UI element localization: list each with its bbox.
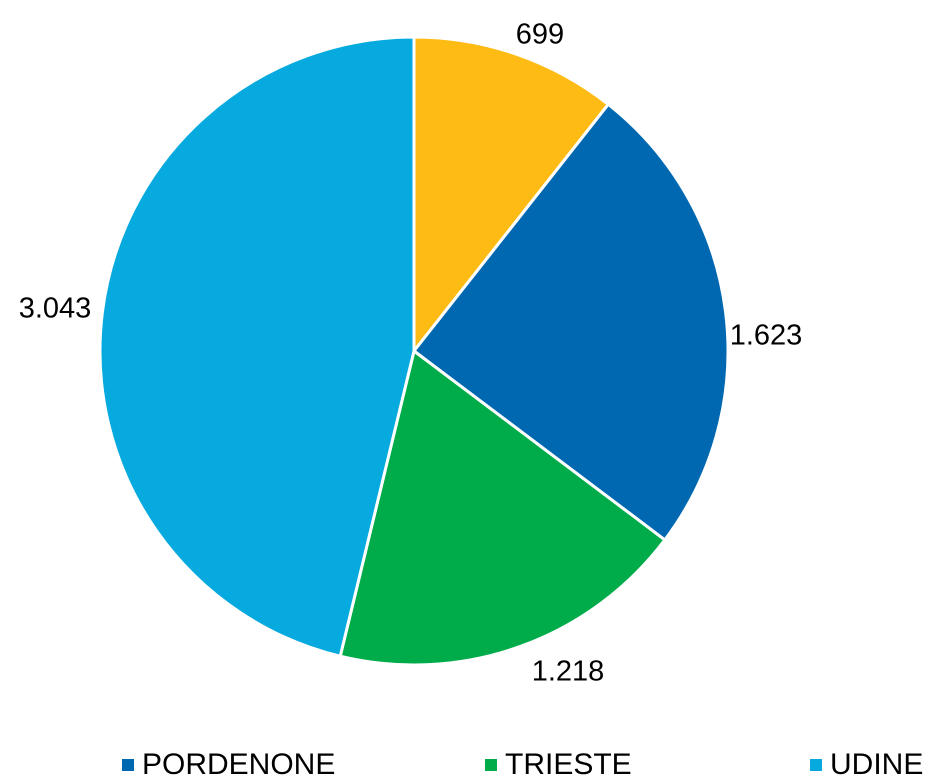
legend-item-udine: UDINE: [810, 748, 923, 782]
legend-label-pordenone: PORDENONE: [142, 748, 336, 781]
data-label-3: 3.043: [19, 293, 92, 325]
data-label-0: 699: [516, 19, 564, 51]
pie-slice-0: [412, 35, 610, 353]
legend-item-trieste: TRIESTE: [485, 748, 632, 782]
pie-slice-1: [412, 102, 730, 542]
data-labels: 699 1.623 1.218 3.043: [19, 19, 803, 688]
legend: PORDENONE TRIESTE UDINE: [0, 748, 933, 782]
data-label-1: 1.623: [730, 320, 803, 352]
pie-slice-2: [338, 349, 667, 667]
legend-swatch-trieste: [485, 759, 497, 771]
legend-item-pordenone: PORDENONE: [122, 748, 335, 782]
data-label-2: 1.218: [532, 656, 605, 688]
legend-swatch-udine: [810, 759, 822, 771]
legend-swatch-pordenone: [122, 759, 134, 771]
pie-slice-3: [98, 35, 416, 658]
legend-label-trieste: TRIESTE: [505, 748, 632, 781]
pie-slices: [98, 35, 730, 667]
legend-label-udine: UDINE: [830, 748, 924, 781]
